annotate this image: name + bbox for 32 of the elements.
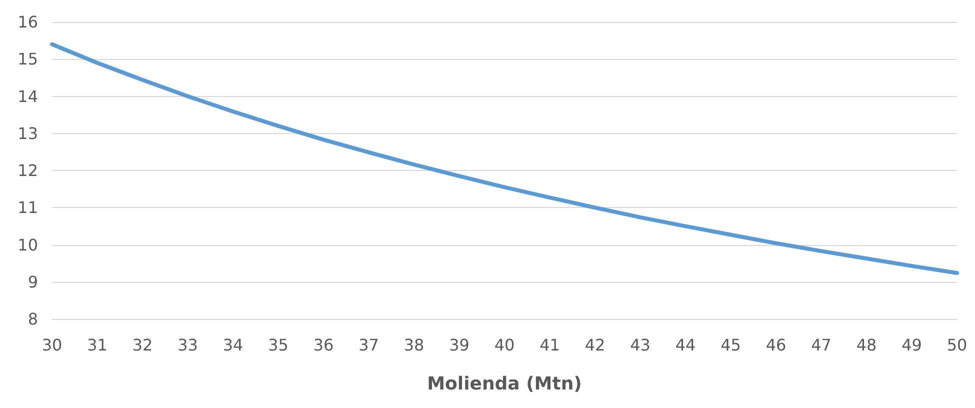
x-tick-label: 37: [358, 336, 379, 354]
x-tick-label: 33: [178, 336, 198, 354]
x-tick-label: 45: [720, 336, 741, 354]
x-tick-label: 44: [675, 336, 696, 354]
x-tick-label: 42: [584, 336, 606, 354]
x-tick-label: 38: [404, 336, 424, 354]
y-tick-label: 12: [18, 161, 38, 180]
y-tick-label: 8: [28, 310, 38, 328]
x-tick-label: 40: [494, 336, 515, 354]
x-tick-label: 49: [902, 336, 922, 354]
y-tick-label: 10: [18, 235, 38, 254]
x-tick-label: 41: [540, 336, 560, 354]
y-tick-label: 9: [28, 272, 38, 292]
x-tick-label: 32: [132, 336, 153, 354]
x-tick-label: 48: [856, 336, 877, 354]
x-tick-label: 36: [313, 336, 334, 354]
y-tick-label: 15: [18, 50, 38, 69]
x-tick-label: 30: [42, 336, 62, 354]
x-tick-label: 39: [449, 336, 470, 354]
x-tick-label: 46: [766, 336, 786, 354]
y-tick-label: 14: [18, 86, 38, 106]
x-tick-label: 35: [268, 336, 288, 354]
line-series: [50, 42, 959, 275]
x-axis-title: Molienda (Mtn): [427, 374, 582, 394]
x-tick-label: 31: [87, 336, 108, 354]
x-tick-label: 47: [811, 336, 832, 354]
y-tick-label: 13: [18, 124, 38, 143]
x-tick-label: 43: [630, 336, 650, 354]
y-tick-label: 16: [18, 12, 38, 32]
x-tick-label: 50: [946, 336, 968, 354]
x-tick-label: 34: [222, 336, 244, 354]
y-tick-label: 11: [18, 198, 38, 218]
